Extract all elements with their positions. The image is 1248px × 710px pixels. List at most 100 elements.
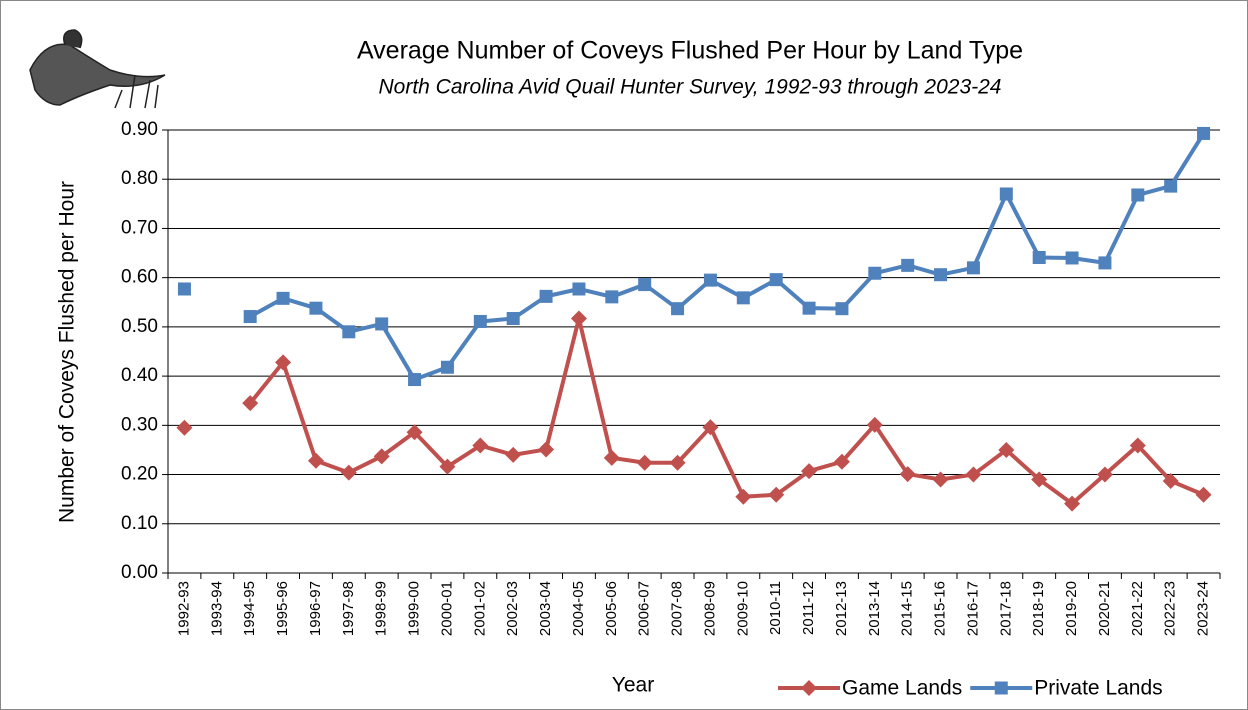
x-tick-label: 2021-22 <box>1129 581 1146 636</box>
x-tick-label: 1998-99 <box>373 581 390 636</box>
data-point <box>176 419 193 436</box>
data-point <box>1065 251 1079 265</box>
data-point <box>307 452 324 469</box>
data-point <box>539 289 553 303</box>
x-tick-label: 2010-11 <box>767 581 784 635</box>
x-tick-label: 2000-01 <box>438 581 455 636</box>
data-point <box>802 301 816 315</box>
data-point <box>1129 437 1146 454</box>
x-tick-label: 2009-10 <box>734 581 751 636</box>
data-point <box>506 312 520 326</box>
data-point <box>570 310 587 327</box>
x-tick-label: 2023-24 <box>1195 581 1212 636</box>
data-point <box>671 302 685 316</box>
data-point <box>1064 495 1081 512</box>
x-tick-label: 2016-17 <box>964 581 981 636</box>
data-point <box>1162 472 1179 489</box>
data-point <box>538 441 555 458</box>
x-tick-label: 1994-95 <box>241 581 258 636</box>
data-point <box>406 424 423 441</box>
y-axis-label: Number of Coveys Flushed per Hour <box>56 181 79 523</box>
series-line <box>248 316 1205 506</box>
quail-icon <box>29 29 166 109</box>
data-point <box>1096 466 1113 483</box>
data-point <box>1098 256 1112 270</box>
x-tick-label: 1999-00 <box>406 581 423 636</box>
x-tick-label: 1996-97 <box>307 581 324 636</box>
data-point <box>868 266 882 280</box>
legend-item: Private Lands <box>970 677 1163 700</box>
y-tick-label: 0.30 <box>121 414 158 435</box>
data-point <box>472 437 489 454</box>
data-point <box>408 373 422 387</box>
x-tick-label: 1995-96 <box>274 581 291 636</box>
y-tick-label: 0.20 <box>121 464 158 485</box>
x-tick-label: 2004-05 <box>570 581 587 636</box>
data-point <box>735 488 752 505</box>
data-point <box>636 454 653 471</box>
legend-marker <box>994 681 1008 695</box>
chart-subtitle: North Carolina Avid Quail Hunter Survey,… <box>379 76 1002 99</box>
data-point <box>505 446 522 463</box>
data-point <box>899 466 916 483</box>
legend-label: Private Lands <box>1034 677 1162 700</box>
data-point <box>1195 486 1212 503</box>
data-point <box>373 448 390 465</box>
data-point <box>769 273 783 287</box>
data-point <box>375 317 389 331</box>
data-point <box>276 291 290 305</box>
data-point <box>669 454 686 471</box>
x-axis-label: Year <box>612 674 654 697</box>
x-tick-label: 2002-03 <box>504 581 521 636</box>
data-point <box>835 302 849 316</box>
data-point <box>1131 188 1145 202</box>
data-point <box>275 354 292 371</box>
x-tick-label: 2015-16 <box>932 581 949 636</box>
data-point <box>866 416 883 433</box>
data-point <box>1197 126 1211 140</box>
data-point <box>1031 471 1048 488</box>
data-point <box>340 464 357 481</box>
data-point <box>998 441 1015 458</box>
y-tick-label: 0.10 <box>121 513 158 534</box>
data-point <box>605 290 619 304</box>
legend-marker <box>801 680 817 696</box>
y-tick-label: 0.70 <box>121 217 158 238</box>
data-point <box>801 463 818 480</box>
y-tick-label: 0.60 <box>121 267 158 288</box>
y-tick-label: 0.90 <box>121 119 158 140</box>
data-point <box>177 282 191 296</box>
x-tick-label: 2003-04 <box>537 581 554 636</box>
data-point <box>439 458 456 475</box>
data-point <box>965 466 982 483</box>
x-tick-label: 2007-08 <box>669 581 686 636</box>
x-tick-label: 2014-15 <box>899 581 916 636</box>
x-tick-label: 2011-12 <box>800 581 817 635</box>
x-tick-label: 2006-07 <box>636 581 653 636</box>
data-point <box>473 314 487 328</box>
chart-title: Average Number of Coveys Flushed Per Hou… <box>357 37 1023 65</box>
data-point <box>440 360 454 374</box>
data-point <box>768 486 785 503</box>
data-point <box>638 278 652 292</box>
data-point <box>966 261 980 275</box>
y-tick-label: 0.00 <box>121 562 158 583</box>
x-tick-label: 2012-13 <box>833 581 850 636</box>
y-tick-label: 0.80 <box>121 168 158 189</box>
data-point <box>243 310 257 324</box>
data-point <box>342 325 356 339</box>
data-point <box>572 282 586 296</box>
x-tick-label: 2018-19 <box>1030 581 1047 636</box>
x-tick-label: 2001-02 <box>471 581 488 636</box>
data-point <box>736 291 750 305</box>
x-tick-label: 2020-21 <box>1096 581 1113 636</box>
data-point <box>1032 250 1046 264</box>
y-tick-label: 0.40 <box>121 365 158 386</box>
series <box>177 126 1211 387</box>
x-tick-label: 1992-93 <box>175 581 192 636</box>
x-tick-label: 1993-94 <box>208 581 225 636</box>
series <box>176 310 1212 512</box>
data-point <box>603 449 620 466</box>
x-tick-label: 2013-14 <box>866 581 883 636</box>
